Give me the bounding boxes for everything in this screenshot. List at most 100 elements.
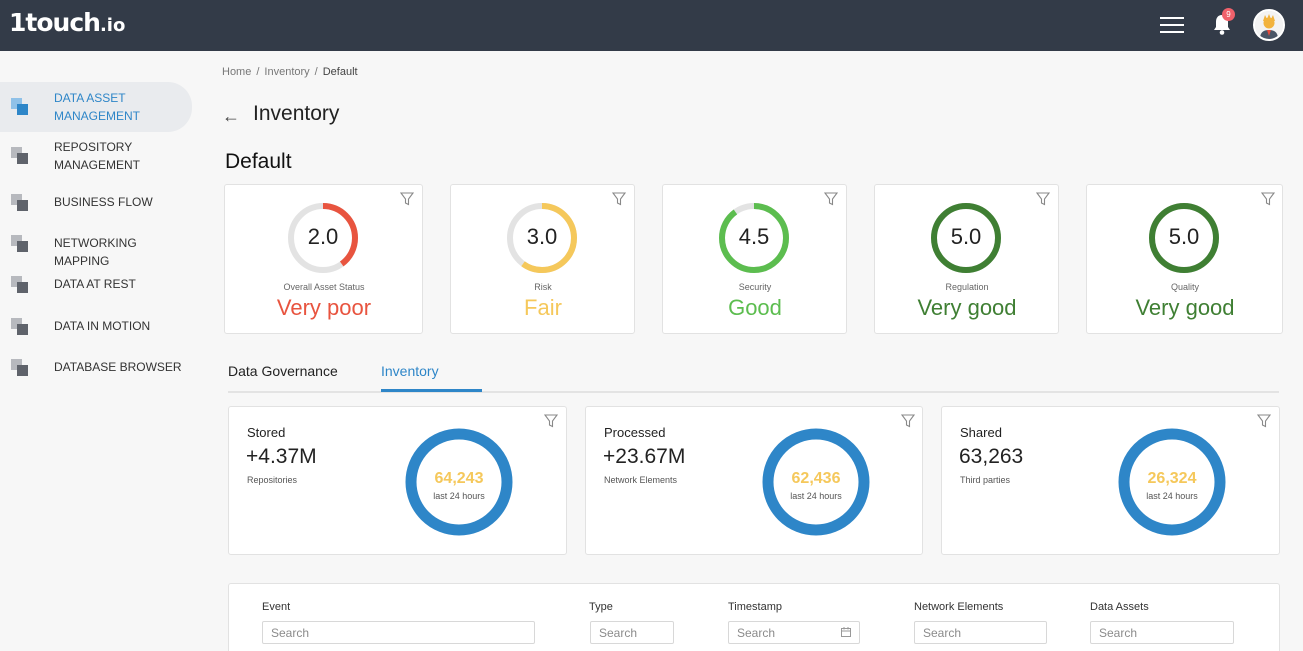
filter-icon[interactable] xyxy=(1261,192,1275,206)
sidebar-item-networking-mapping[interactable]: NETWORKING MAPPING xyxy=(0,232,192,268)
sidebar-item-label: REPOSITORY MANAGEMENT xyxy=(54,140,141,172)
sidebar-item-data-at-rest[interactable]: DATA AT REST xyxy=(0,273,192,297)
score-value: 2.0 xyxy=(307,224,339,249)
filter-icon[interactable] xyxy=(1257,414,1271,428)
score-card-overall: 2.0 Overall Asset Status Very poor xyxy=(224,184,423,334)
back-arrow-icon[interactable]: ← xyxy=(222,106,240,126)
sidebar-item-data-in-motion[interactable]: DATA IN MOTION xyxy=(0,315,192,339)
filter-label-data-assets: Data Assets xyxy=(1090,601,1149,613)
score-label: Security xyxy=(738,282,772,292)
breadcrumb-home[interactable]: Home xyxy=(222,66,252,78)
score-card-quality: 5.0 Quality Very good xyxy=(1086,184,1283,334)
event-search-input[interactable] xyxy=(262,621,535,644)
donut-count: 62,436 xyxy=(791,470,841,487)
score-value: 4.5 xyxy=(738,224,770,249)
stat-value: 63,263 xyxy=(959,445,1024,468)
stack-icon xyxy=(11,235,28,252)
user-avatar-icon xyxy=(1255,11,1283,39)
score-ring xyxy=(288,203,358,273)
stat-subtitle: Third parties xyxy=(960,475,1011,485)
type-search-input[interactable] xyxy=(590,621,674,644)
score-value: 3.0 xyxy=(526,224,558,249)
stat-card-processed: Processed +23.67M Network Elements 62,43… xyxy=(585,406,923,555)
filter-label-timestamp: Timestamp xyxy=(728,601,782,613)
logo[interactable]: 1touch.io xyxy=(9,8,126,37)
stack-icon xyxy=(11,194,28,211)
filter-label-event: Event xyxy=(262,601,291,613)
calendar-icon[interactable] xyxy=(841,627,851,637)
tab-inventory[interactable]: Inventory xyxy=(381,363,439,379)
score-rating: Very poor xyxy=(276,295,372,320)
filter-icon[interactable] xyxy=(824,192,838,206)
score-card-risk: 3.0 Risk Fair xyxy=(450,184,635,334)
stat-value: +4.37M xyxy=(246,445,317,468)
score-ring xyxy=(719,203,789,273)
network-elements-search-input[interactable] xyxy=(914,621,1047,644)
breadcrumb-current: Default xyxy=(322,66,358,78)
sidebar-item-label: NETWORKING MAPPING xyxy=(54,236,137,268)
stat-subtitle: Repositories xyxy=(247,475,298,485)
page-title: Inventory xyxy=(253,102,340,125)
donut-period: last 24 hours xyxy=(433,491,485,501)
stack-icon xyxy=(11,318,28,335)
donut-count: 64,243 xyxy=(434,470,484,487)
score-label: Quality xyxy=(1170,282,1199,292)
stat-donut xyxy=(405,428,513,536)
sidebar-item-label: DATA ASSET MANAGEMENT xyxy=(54,91,141,123)
section-title: Default xyxy=(225,150,292,173)
filter-icon[interactable] xyxy=(400,192,414,206)
stat-value: +23.67M xyxy=(603,445,686,468)
filter-icon[interactable] xyxy=(1036,192,1050,206)
score-rating: Very good xyxy=(917,295,1017,320)
filter-icon[interactable] xyxy=(901,414,915,428)
sidebar-item-label: BUSINESS FLOW xyxy=(54,195,153,209)
sidebar-item-data-asset-management[interactable]: DATA ASSET MANAGEMENT xyxy=(0,82,192,132)
stat-title: Stored xyxy=(247,425,286,440)
breadcrumb: Home / Inventory / Default xyxy=(222,66,358,78)
stat-card-stored: Stored +4.37M Repositories 64,243 last 2… xyxy=(228,406,567,555)
score-rating: Good xyxy=(728,295,782,320)
top-bar: 1touch.io 9 xyxy=(0,0,1303,51)
score-label: Regulation xyxy=(945,282,989,292)
notification-badge: 9 xyxy=(1222,8,1235,21)
stack-icon xyxy=(11,98,28,115)
sidebar-item-label: DATA AT REST xyxy=(54,277,136,291)
sidebar-item-repository-management[interactable]: REPOSITORY MANAGEMENT xyxy=(0,136,192,176)
breadcrumb-inventory[interactable]: Inventory xyxy=(264,66,310,78)
donut-period: last 24 hours xyxy=(790,491,842,501)
score-rating: Very good xyxy=(1135,295,1235,320)
sidebar: DATA ASSET MANAGEMENT REPOSITORY MANAGEM… xyxy=(0,51,200,651)
stat-title: Shared xyxy=(960,425,1002,440)
stack-icon xyxy=(11,359,28,376)
sidebar-item-database-browser[interactable]: DATABASE BROWSER xyxy=(0,356,192,380)
score-label: Overall Asset Status xyxy=(283,282,365,292)
stat-card-shared: Shared 63,263 Third parties 26,324 last … xyxy=(941,406,1280,555)
filter-label-network-elements: Network Elements xyxy=(914,601,1004,613)
stack-icon xyxy=(11,147,28,164)
score-value: 5.0 xyxy=(950,224,982,249)
filter-icon[interactable] xyxy=(544,414,558,428)
score-ring xyxy=(507,203,577,273)
filter-icon[interactable] xyxy=(612,192,626,206)
score-card-security: 4.5 Security Good xyxy=(662,184,847,334)
tab-data-governance[interactable]: Data Governance xyxy=(228,363,338,379)
data-assets-search-input[interactable] xyxy=(1090,621,1234,644)
stat-donut xyxy=(762,428,870,536)
sidebar-item-label: DATABASE BROWSER xyxy=(54,360,182,374)
score-card-regulation: 5.0 Regulation Very good xyxy=(874,184,1059,334)
stack-icon xyxy=(11,276,28,293)
tabs-divider xyxy=(228,391,1279,393)
score-ring xyxy=(931,203,1001,273)
score-rating: Fair xyxy=(524,295,562,320)
stat-subtitle: Network Elements xyxy=(604,475,678,485)
menu-icon[interactable] xyxy=(1160,17,1184,33)
avatar[interactable] xyxy=(1253,9,1285,41)
timestamp-search-input[interactable] xyxy=(728,621,860,644)
donut-period: last 24 hours xyxy=(1146,491,1198,501)
score-ring xyxy=(1149,203,1219,273)
score-value: 5.0 xyxy=(1168,224,1200,249)
score-label: Risk xyxy=(534,282,552,292)
donut-count: 26,324 xyxy=(1147,470,1197,487)
stat-title: Processed xyxy=(604,425,666,440)
sidebar-item-business-flow[interactable]: BUSINESS FLOW xyxy=(0,191,192,215)
